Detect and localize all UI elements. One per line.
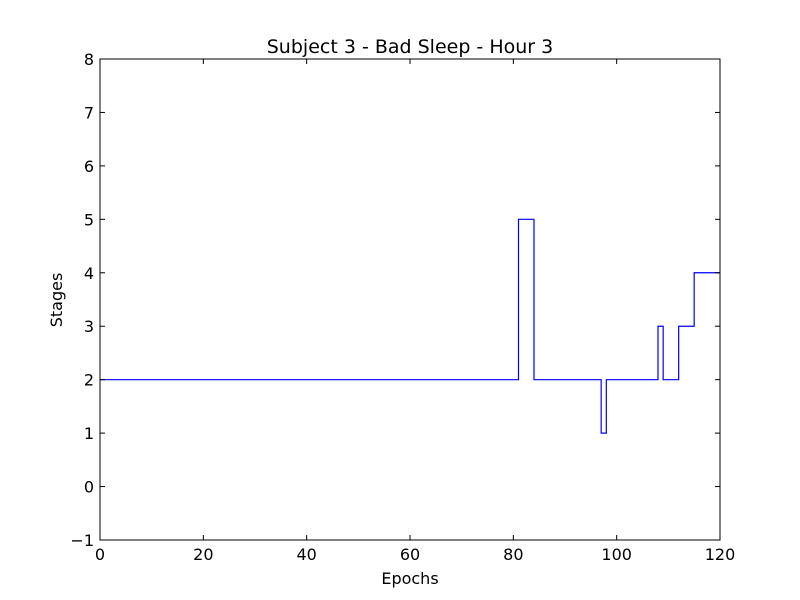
x-tick-label: 80 (503, 545, 523, 564)
y-tick-label: 3 (84, 317, 94, 336)
x-axis-label: Epochs (381, 569, 438, 588)
x-tick-label: 60 (400, 545, 420, 564)
series-line-0 (100, 218, 720, 434)
y-tick-label: 2 (84, 371, 94, 390)
y-tick-label: 1 (84, 424, 94, 443)
x-tick-label: 100 (601, 545, 632, 564)
y-tick-label: −1 (70, 531, 94, 550)
y-tick-label: 5 (84, 210, 94, 229)
y-axis-label: Stages (47, 273, 66, 328)
x-tick-label: 40 (296, 545, 316, 564)
y-tick-label: 0 (84, 478, 94, 497)
x-tick-label: 20 (193, 545, 213, 564)
y-tick-label: 7 (84, 103, 94, 122)
y-tick-label: 8 (84, 50, 94, 69)
y-tick-label: 4 (84, 264, 94, 283)
x-tick-label: 120 (705, 545, 736, 564)
y-tick-label: 6 (84, 157, 94, 176)
chart-title: Subject 3 - Bad Sleep - Hour 3 (267, 36, 553, 58)
x-tick-label: 0 (95, 545, 105, 564)
